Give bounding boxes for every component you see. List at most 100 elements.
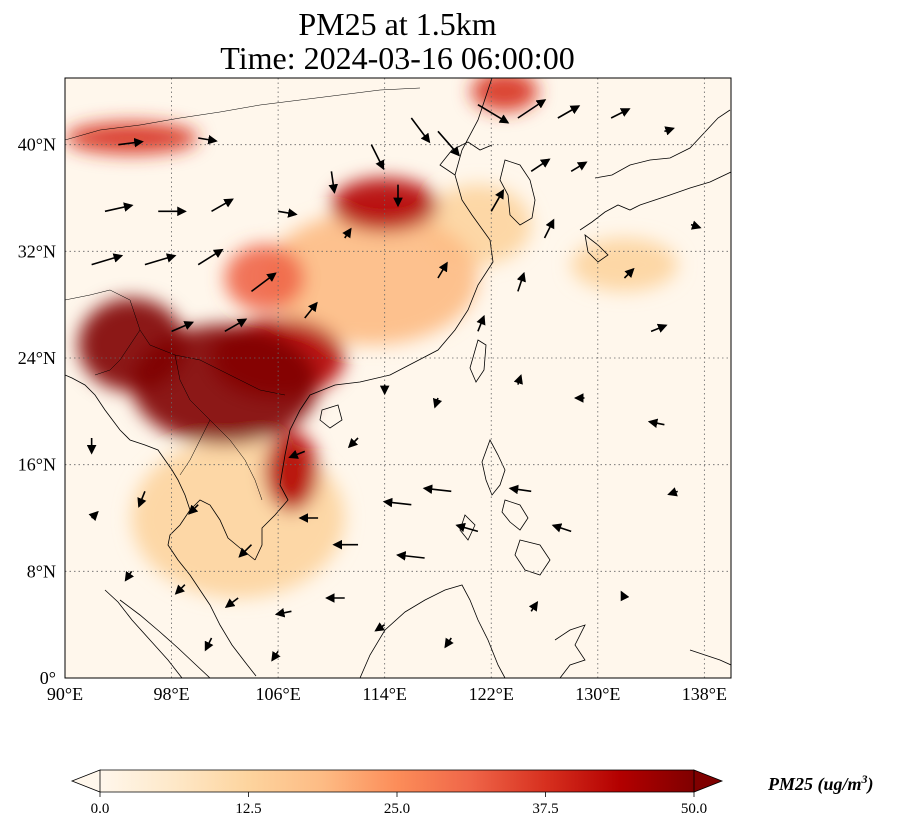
wind-arrow <box>490 188 505 212</box>
gridlines <box>65 78 731 678</box>
lat-tick-label: 8°N <box>27 561 56 581</box>
colorbar-tick-label: 0.0 <box>91 801 110 817</box>
colorbar-tick-label: 25.0 <box>384 801 410 817</box>
wind-arrow <box>570 161 588 173</box>
wind-arrow <box>444 637 454 649</box>
wind-arrow <box>543 218 555 239</box>
wind-arrow <box>171 321 195 333</box>
colorbar-gradient <box>100 770 694 792</box>
wind-arrow <box>610 108 631 119</box>
wind-arrow <box>437 261 448 279</box>
wind-arrow <box>422 484 452 494</box>
pm25-region <box>471 78 538 112</box>
lat-tick-label: 0° <box>40 668 56 688</box>
wind-arrow <box>198 134 218 145</box>
wind-arrow <box>188 504 199 515</box>
map-frame <box>64 77 732 679</box>
wind-arrow <box>528 601 539 612</box>
wind-arrow <box>410 117 431 144</box>
wind-arrow <box>516 271 526 292</box>
wind-arrow <box>476 314 486 332</box>
wind-arrow <box>650 323 668 333</box>
wind-arrow <box>104 202 134 213</box>
lat-tick-label: 24°N <box>18 348 56 368</box>
wind-arrow <box>382 497 412 508</box>
wind-arrow <box>238 544 253 558</box>
colorbar-tick-label: 12.5 <box>235 801 261 817</box>
wind-arrow <box>508 484 532 495</box>
pm25-field <box>65 78 678 598</box>
map-title-line1: PM25 at 1.5km <box>298 6 497 42</box>
lat-tick-label: 40°N <box>18 135 56 155</box>
lat-tick-label: 32°N <box>18 241 56 261</box>
wind-vectors <box>86 99 702 662</box>
wind-arrow <box>347 437 359 449</box>
colorbar-extend-min <box>70 769 101 793</box>
wind-arrow <box>211 198 234 213</box>
colorbar-extend-max <box>693 769 724 793</box>
wind-arrow <box>396 551 425 561</box>
wind-arrow <box>204 637 214 652</box>
wind-arrow <box>623 267 635 279</box>
colorbar: 0.0 12.5 25.0 37.5 50.0 <box>70 769 724 817</box>
coastlines <box>65 78 731 678</box>
country-borders <box>65 87 421 501</box>
lon-tick-label: 114°E <box>362 684 407 704</box>
pm25-region <box>264 431 319 512</box>
wind-arrow <box>664 126 675 136</box>
lon-tick-label: 90°E <box>47 684 83 704</box>
pm25-region <box>264 211 478 345</box>
wind-arrow <box>144 253 177 266</box>
wind-arrow <box>118 137 144 148</box>
wind-arrow <box>370 144 385 171</box>
wind-arrow <box>274 608 292 618</box>
wind-arrow <box>432 397 443 409</box>
wind-arrow <box>557 105 581 119</box>
lon-tick-label: 122°E <box>469 684 514 704</box>
wind-arrow <box>224 597 239 608</box>
wind-arrow <box>137 491 147 508</box>
lon-tick-label: 138°E <box>682 684 727 704</box>
wind-arrow <box>620 590 630 602</box>
wind-arrow <box>224 318 248 333</box>
wind-arrow <box>551 523 572 533</box>
wind-arrow <box>517 99 547 119</box>
colorbar-tick-label: 50.0 <box>681 801 707 817</box>
lon-tick-label: 106°E <box>256 684 301 704</box>
lat-axis: 0° 8°N 16°N 24°N 32°N 40°N <box>18 135 56 688</box>
colorbar-label: PM25 (ug/m3) <box>768 772 874 794</box>
wind-arrow <box>455 522 479 533</box>
wind-arrow <box>271 650 281 662</box>
wind-arrow <box>288 449 306 459</box>
pm25-region <box>65 122 199 154</box>
wind-arrow <box>437 130 461 157</box>
wind-arrow <box>328 171 339 194</box>
lon-tick-label: 98°E <box>153 684 189 704</box>
wind-arrow <box>277 208 298 218</box>
lat-tick-label: 16°N <box>18 455 56 475</box>
map-title-line2: Time: 2024-03-16 06:00:00 <box>220 40 575 76</box>
wind-arrow <box>374 622 386 632</box>
map-panel <box>64 77 732 679</box>
wind-arrow <box>250 272 277 292</box>
lon-axis: 90°E 98°E 106°E 114°E 122°E 130°E 138°E <box>47 684 727 704</box>
colorbar-tick-label: 37.5 <box>532 801 558 817</box>
pm25-region <box>224 244 305 312</box>
colorbar-ticks: 0.0 12.5 25.0 37.5 50.0 <box>91 792 707 817</box>
wind-arrow <box>477 103 510 124</box>
wind-arrow <box>667 487 678 497</box>
wind-arrow <box>342 227 352 239</box>
wind-arrow <box>197 248 224 266</box>
wind-arrow <box>530 158 551 172</box>
pm25-region <box>131 324 319 445</box>
wind-arrow <box>690 220 702 230</box>
wind-arrow <box>91 253 124 266</box>
wind-arrow <box>88 510 99 522</box>
wind-arrow <box>174 584 186 595</box>
wind-arrow <box>304 301 318 319</box>
wind-arrow <box>513 374 523 385</box>
wind-arrow <box>647 418 665 428</box>
wind-arrow <box>124 570 135 582</box>
lon-tick-label: 130°E <box>575 684 620 704</box>
